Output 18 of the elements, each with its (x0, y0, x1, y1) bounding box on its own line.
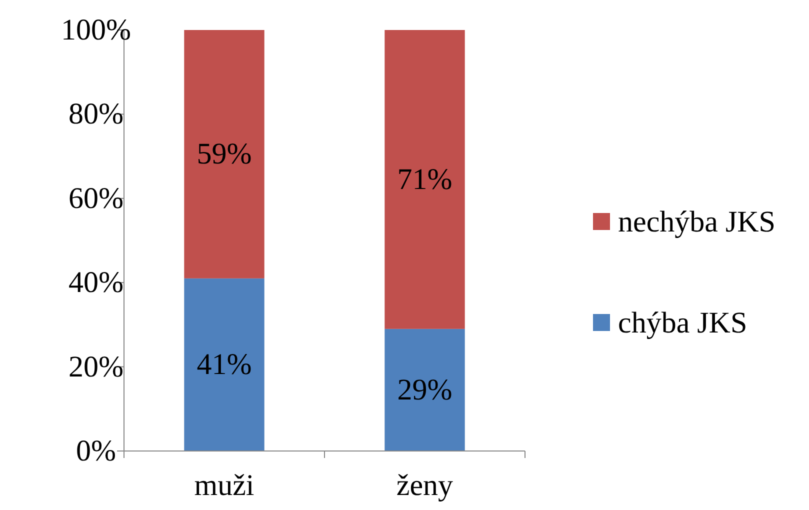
x-tick-label: muži (194, 469, 254, 502)
bar (184, 278, 264, 451)
y-tick-label: 60% (68, 182, 124, 215)
data-label: 71% (397, 162, 452, 196)
y-tick-label: 40% (68, 266, 124, 300)
y-tick-label: 100% (61, 14, 131, 46)
y-tick-label: 20% (68, 350, 124, 384)
bar (384, 328, 465, 451)
bar (184, 30, 264, 278)
legend-label: chýba JKS (618, 306, 748, 340)
x-tick-label: ženy (396, 469, 454, 502)
legend-label: nechýba JKS (618, 206, 776, 238)
data-label: 29% (397, 373, 452, 406)
data-label: 59% (196, 138, 252, 171)
data-label: 41% (196, 348, 252, 382)
y-tick-label: 0% (76, 434, 116, 468)
y-tick-label: 80% (68, 98, 124, 131)
bar (384, 30, 465, 329)
